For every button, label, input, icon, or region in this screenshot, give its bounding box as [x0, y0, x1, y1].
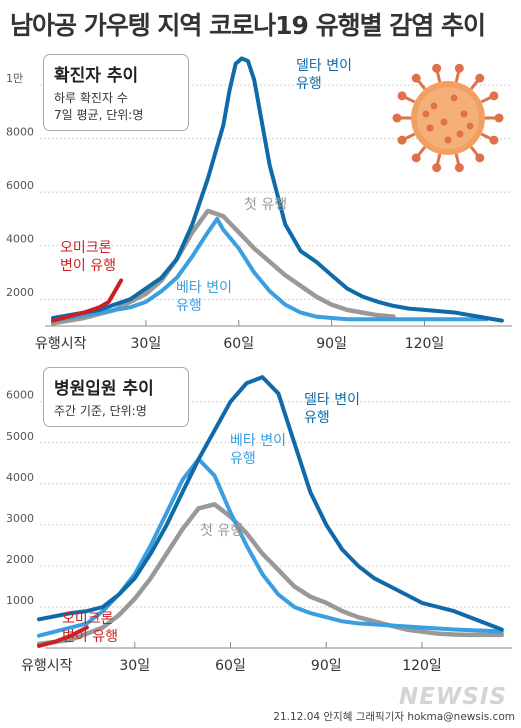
series-line-first	[36, 502, 505, 647]
virus-spike-tip	[475, 73, 485, 83]
series-label-beta: 유행	[176, 298, 202, 314]
y-tick-label: 4000	[6, 471, 34, 484]
virus-spike-tip	[397, 91, 407, 101]
y-tick-label: 5000	[6, 430, 34, 443]
virus-inner	[417, 87, 479, 149]
hospital-chart: 1000 2000 3000 4000 5000 6000 유행시작 30일 60일 90일 120…	[6, 375, 512, 674]
series-label-omicron: 오미크론	[62, 611, 114, 627]
virus-spike-tip	[489, 135, 499, 145]
series-label-omicron: 변이 유행	[60, 258, 116, 274]
x-tick-label: 유행시작	[35, 336, 87, 352]
virus-spike-tip	[397, 135, 407, 145]
confirmed-subtitle-line2: 7일 평균, 단위:명	[54, 108, 144, 122]
series-label-delta: 델타 변이	[304, 392, 360, 408]
x-tick-label: 120일	[402, 658, 442, 674]
hospital-panel-title: 병원입원 추이	[54, 379, 154, 399]
page-title: 남아공 가우텡 지역 코로나19 유행별 감염 추이	[10, 11, 486, 40]
y-tick-label: 1만	[6, 72, 23, 85]
virus-dot	[444, 136, 452, 144]
x-tick-label: 30일	[119, 658, 150, 674]
virus-spike-tip	[454, 163, 464, 173]
y-tick-label: 4000	[6, 233, 34, 246]
series-line-omicron	[37, 625, 89, 648]
newsis-watermark: NEWSIS	[398, 684, 507, 710]
virus-dot	[426, 124, 434, 132]
y-tick-label: 2000	[6, 286, 34, 299]
series-line-delta	[51, 56, 504, 323]
y-tick-label: 6000	[6, 179, 34, 192]
virus-spike-tip	[454, 63, 464, 73]
virus-dot	[450, 94, 458, 102]
x-tick-label: 120일	[405, 336, 445, 352]
series-line-beta	[51, 217, 489, 323]
series-line-omicron	[51, 278, 124, 323]
x-tick-label: 90일	[311, 658, 342, 674]
virus-spike-tip	[411, 73, 421, 83]
series-label-beta: 유행	[230, 451, 256, 467]
y-tick-label: 8000	[6, 126, 34, 139]
hospital-subtitle: 주간 기준, 단위:명	[54, 404, 147, 418]
virus-dot	[440, 118, 448, 126]
series-line-first	[50, 208, 396, 326]
virus-dot	[456, 130, 464, 138]
virus-spike-tip	[432, 163, 442, 173]
x-tick-label: 60일	[215, 658, 246, 674]
x-tick-label: 60일	[223, 336, 254, 352]
virus-spike-tip	[475, 153, 485, 163]
virus-spike-tip	[432, 63, 442, 73]
series-label-omicron: 변이 유행	[62, 629, 118, 645]
virus-dot	[466, 122, 474, 130]
confirmed-legend-box: 확진자 추이 하루 확진자 수 7일 평균, 단위:명	[43, 54, 189, 131]
y-tick-label: 6000	[6, 389, 34, 402]
series-label-first: 첫 유행	[244, 197, 287, 213]
virus-icon	[392, 63, 504, 173]
virus-spike-tip	[392, 113, 402, 123]
series-label-delta: 델타 변이	[296, 58, 352, 74]
virus-spike-tip	[411, 153, 421, 163]
virus-spike-tip	[489, 91, 499, 101]
hospital-legend-box: 병원입원 추이 주간 기준, 단위:명	[43, 367, 189, 427]
series-line-delta	[37, 375, 504, 632]
virus-spike-tip	[494, 113, 504, 123]
y-tick-label: 2000	[6, 553, 34, 566]
series-label-beta: 베타 변이	[230, 433, 286, 449]
virus-dot	[422, 110, 430, 118]
x-tick-label: 유행시작	[21, 658, 73, 674]
confirmed-panel-title: 확진자 추이	[54, 66, 139, 86]
virus-dot	[430, 102, 438, 110]
series-label-omicron: 오미크론	[60, 240, 112, 256]
series-label-delta: 유행	[304, 410, 330, 426]
series-line-beta	[37, 457, 504, 638]
series-label-first: 첫 유행	[200, 523, 243, 539]
series-label-beta: 베타 변이	[176, 280, 232, 296]
series-label-delta: 유행	[296, 76, 322, 92]
x-tick-label: 30일	[131, 336, 162, 352]
y-tick-label: 1000	[6, 594, 34, 607]
credit-line: 21.12.04 안지혜 그래픽기자 hokma@newsis.com	[273, 711, 515, 723]
x-tick-label: 90일	[316, 336, 347, 352]
virus-dot	[460, 110, 468, 118]
y-tick-label: 3000	[6, 512, 34, 525]
confirmed-subtitle-line1: 하루 확진자 수	[54, 91, 128, 105]
